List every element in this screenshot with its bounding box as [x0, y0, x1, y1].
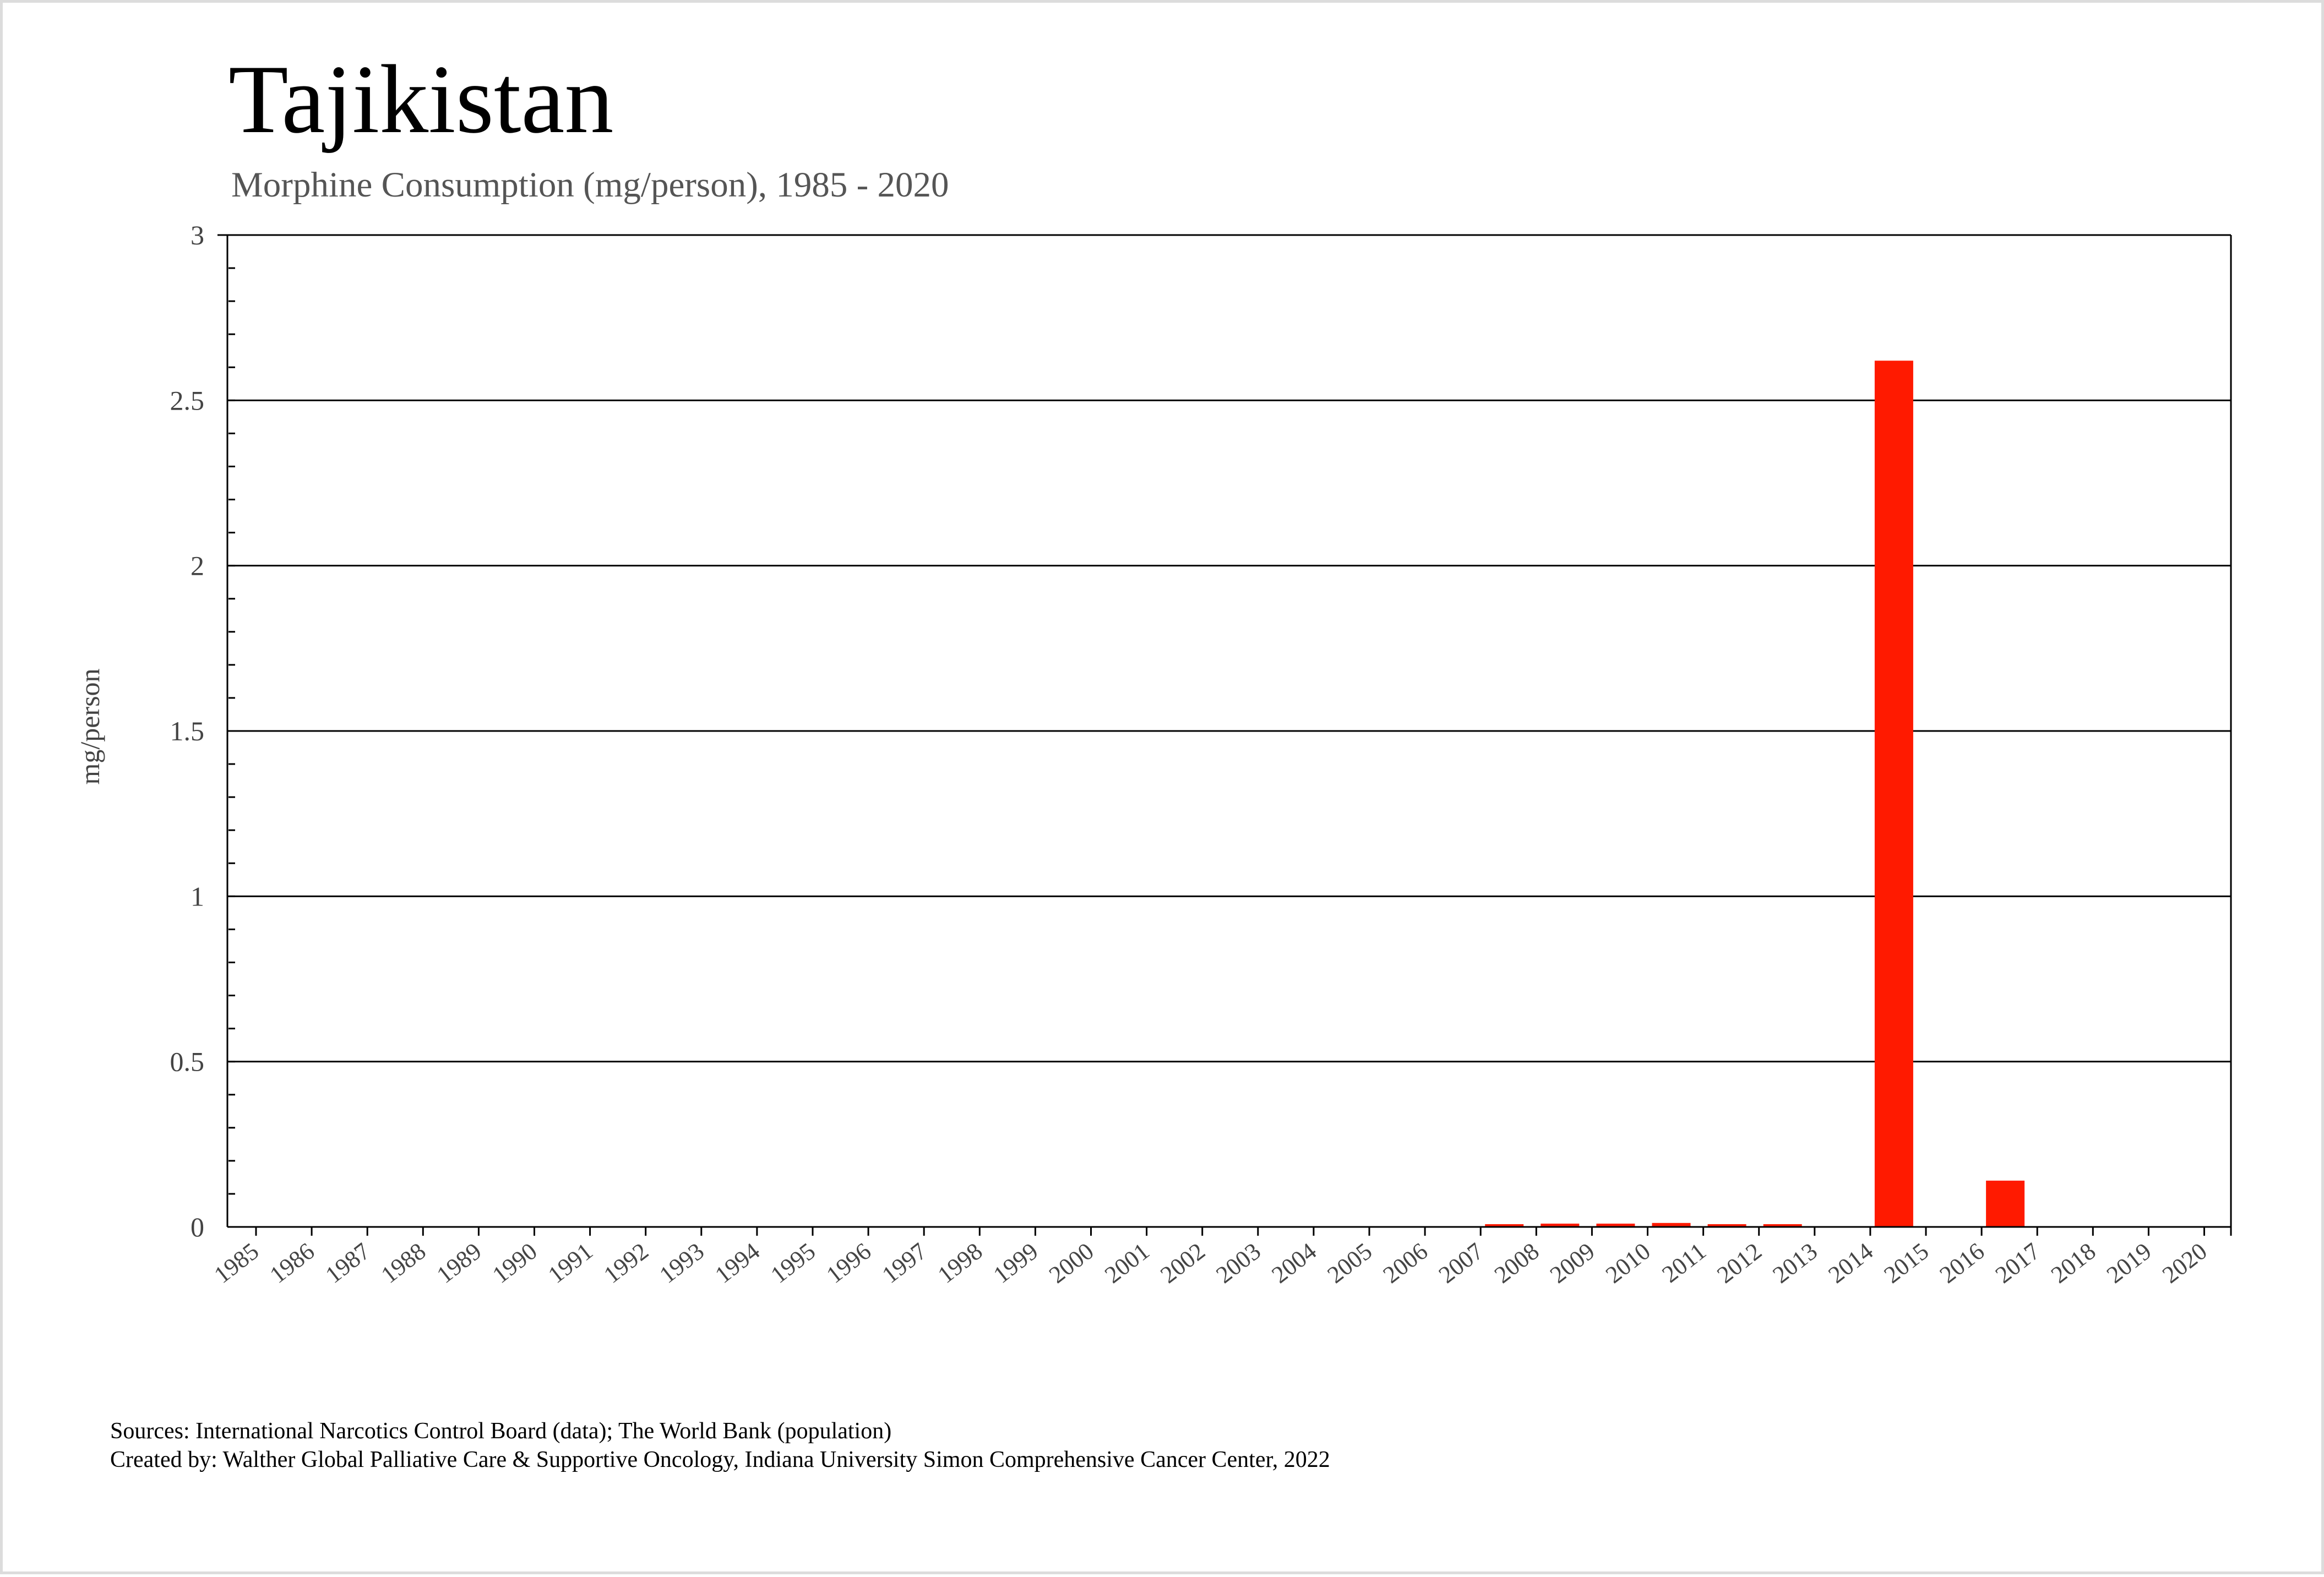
y-tick-label: 1.5	[170, 716, 205, 746]
x-tick-label: 2012	[1712, 1237, 1767, 1289]
bar-2014	[1874, 361, 1913, 1227]
x-tick-label: 1994	[710, 1237, 765, 1289]
y-tick-label: 2	[191, 550, 204, 581]
x-tick-label: 2016	[1935, 1237, 1990, 1289]
x-tick-label: 2006	[1378, 1237, 1433, 1289]
x-tick-label: 2009	[1545, 1237, 1600, 1289]
x-tick-label: 2007	[1434, 1237, 1489, 1289]
y-tick-label: 0.5	[170, 1046, 205, 1077]
x-tick-label: 2018	[2046, 1237, 2101, 1289]
chart-subtitle: Morphine Consumption (mg/person), 1985 -…	[231, 165, 949, 205]
x-tick-label: 1997	[877, 1237, 932, 1289]
bar-2011	[1707, 1224, 1746, 1227]
y-tick-label: 2.5	[170, 385, 205, 416]
x-tick-label: 1998	[933, 1237, 988, 1289]
x-tick-label: 2003	[1211, 1237, 1266, 1289]
y-tick-label: 0	[191, 1212, 204, 1242]
x-tick-label: 1999	[988, 1237, 1043, 1289]
x-tick-label: 2008	[1489, 1237, 1544, 1289]
x-tick-label: 2010	[1601, 1237, 1656, 1289]
bar-2009	[1596, 1223, 1635, 1227]
x-tick-label: 1986	[265, 1237, 320, 1289]
x-tick-label: 2019	[2102, 1237, 2157, 1289]
x-tick-label: 1985	[209, 1237, 264, 1289]
credits-line: Created by: Walther Global Palliative Ca…	[110, 1447, 1330, 1472]
bar-2010	[1652, 1223, 1691, 1227]
x-tick-label: 1996	[821, 1237, 877, 1289]
x-tick-label: 2017	[1990, 1237, 2045, 1289]
bar-2008	[1541, 1223, 1580, 1227]
bar-2016	[1986, 1180, 2025, 1227]
x-tick-label: 2015	[1879, 1237, 1934, 1289]
x-tick-label: 2020	[2157, 1237, 2212, 1289]
bars	[1485, 361, 2025, 1227]
x-tick-label: 2004	[1267, 1237, 1322, 1289]
x-tick-label: 1989	[432, 1237, 487, 1289]
chart-title: Tajikistan	[228, 45, 613, 154]
x-tick-label: 2001	[1100, 1237, 1155, 1289]
y-axis-label: mg/person	[74, 668, 105, 784]
x-tick-labels: 1985 1986 1987 1988 1989 1990 1991 1992 1993 1994…	[209, 1237, 2212, 1289]
y-tick-label: 1	[191, 881, 204, 912]
chart: Tajikistan Morphine Consumption (mg/pers…	[74, 45, 2232, 1472]
x-tick-label: 1991	[543, 1237, 598, 1289]
gridlines	[227, 234, 2231, 1063]
y-tick-label: 3	[191, 220, 204, 250]
sources-line: Sources: International Narcotics Control…	[110, 1418, 891, 1444]
x-tick-label: 1990	[487, 1237, 542, 1289]
x-tick-label: 1992	[598, 1237, 654, 1289]
x-tick-label: 2011	[1657, 1237, 1711, 1288]
x-tick-label: 2013	[1767, 1237, 1822, 1289]
bar-2007	[1485, 1224, 1524, 1227]
x-tick-label: 2014	[1824, 1237, 1879, 1289]
y-tick-labels: 0 0.5 1 1.5 2 2.5 3	[170, 220, 205, 1242]
x-tick-label: 1987	[320, 1237, 375, 1289]
x-tick-label: 2002	[1155, 1237, 1210, 1289]
x-tick-label: 1995	[766, 1237, 821, 1289]
x-tick-label: 1993	[654, 1237, 709, 1289]
x-tick-label: 1988	[376, 1237, 431, 1289]
axes	[217, 234, 2232, 1236]
x-tick-label: 2000	[1044, 1237, 1099, 1289]
bar-2012	[1763, 1224, 1802, 1227]
x-tick-label: 2005	[1322, 1237, 1378, 1289]
